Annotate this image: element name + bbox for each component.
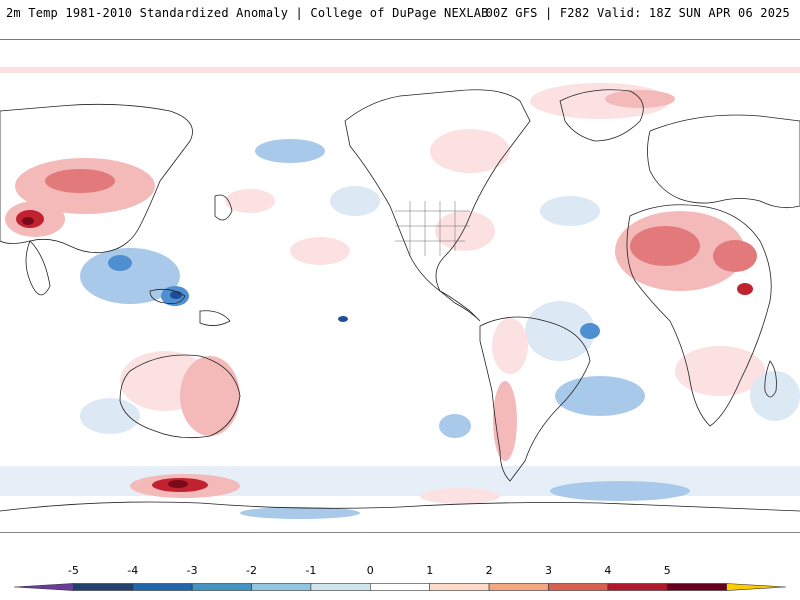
product-title: 2m Temp 1981-2010 Standardized Anomaly |… <box>6 6 489 20</box>
anomaly-colorbar: -5 -4 -3 -2 -1 0 1 2 3 4 5 <box>0 565 800 600</box>
colorbar-tick-label: 5 <box>663 564 671 577</box>
colorbar-scale <box>13 583 787 591</box>
colorbar-segment <box>370 583 430 591</box>
colorbar-segment <box>310 583 371 591</box>
colorbar-tick-label: 3 <box>544 564 552 577</box>
colorbar-segment <box>548 583 609 591</box>
map-header: 2m Temp 1981-2010 Standardized Anomaly |… <box>0 0 800 40</box>
colorbar-tick-label: 1 <box>426 564 434 577</box>
coastlines <box>0 89 800 512</box>
colorbar-tick-label: 0 <box>366 564 374 577</box>
colorbar-tick-label: 4 <box>604 564 612 577</box>
colorbar-tick-label: 2 <box>485 564 493 577</box>
colorbar-segment <box>13 583 74 591</box>
colorbar-segment <box>666 583 727 591</box>
colorbar-segment <box>488 583 549 591</box>
world-anomaly-map[interactable] <box>0 41 800 533</box>
colorbar-segment <box>132 583 193 591</box>
colorbar-tick-label: -5 <box>67 564 79 577</box>
colorbar-segment <box>191 583 252 591</box>
map-canvas <box>0 41 800 532</box>
colorbar-segment <box>607 583 668 591</box>
us-state-lines <box>395 201 470 256</box>
colorbar-tick-label: -4 <box>127 564 139 577</box>
colorbar-segment <box>429 583 490 591</box>
colorbar-tick-label: -3 <box>186 564 198 577</box>
colorbar-tick-label: -1 <box>305 564 317 577</box>
colorbar-segment <box>726 583 787 591</box>
colorbar-segment <box>73 583 134 591</box>
colorbar-tick-label: -2 <box>246 564 258 577</box>
colorbar-segment <box>251 583 312 591</box>
model-run-info: 00Z GFS | F282 Valid: 18Z SUN APR 06 202… <box>485 6 790 20</box>
